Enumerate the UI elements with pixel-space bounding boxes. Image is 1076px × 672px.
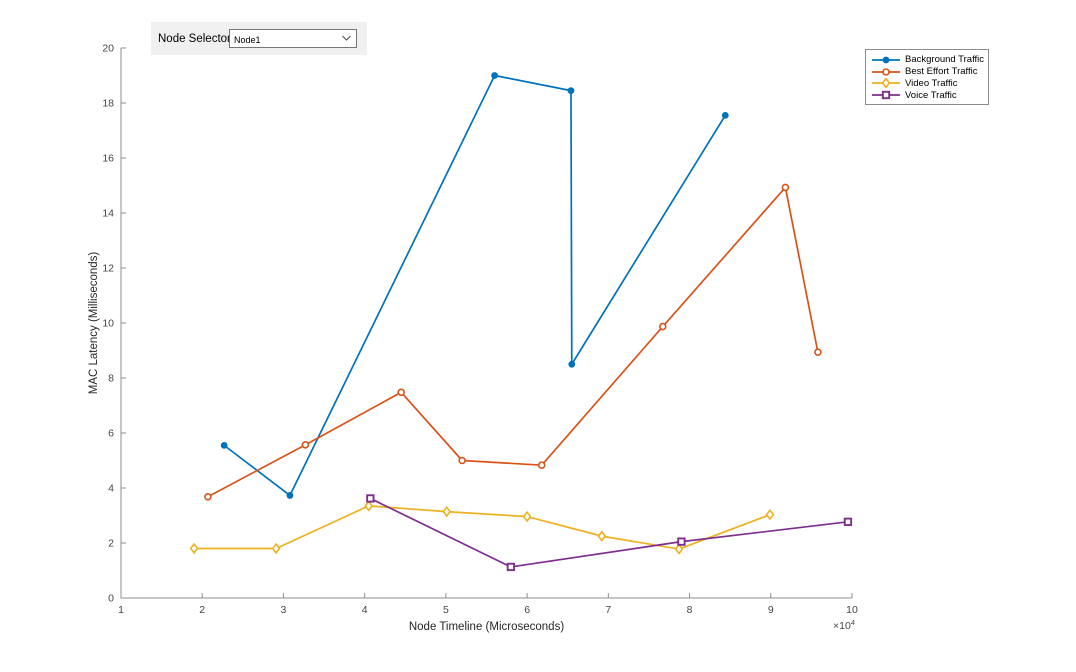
legend-sample-0 [872, 56, 900, 64]
legend-label-1: Best Effort Traffic [905, 66, 978, 78]
y-tick-label: 6 [108, 428, 114, 440]
series-markers-3 [366, 494, 853, 572]
y-tick-label: 2 [108, 538, 114, 550]
y-tick-label: 12 [102, 263, 114, 275]
legend-item-1: Best Effort Traffic [871, 66, 984, 78]
x-tick-label: 7 [605, 604, 611, 616]
y-tick-label: 8 [108, 373, 114, 385]
x-tick-label: 5 [443, 604, 449, 616]
node-selector-value: Node1 [234, 34, 261, 45]
x-tick-label: 9 [768, 604, 774, 616]
series-line-3 [369, 497, 849, 568]
x-tick-label: 4 [362, 604, 368, 616]
legend-label-3: Voice Traffic [905, 89, 957, 101]
x-axis-label: Node Timeline (Microseconds) [409, 621, 564, 633]
series-line-0 [223, 74, 727, 497]
y-tick-label: 18 [102, 98, 114, 110]
legend-sample-2 [872, 78, 900, 89]
y-tick-label: 20 [102, 43, 114, 55]
y-axis-label: MAC Latency (Milliseconds) [88, 252, 100, 395]
y-tick-label: 4 [108, 483, 114, 495]
legend-label-0: Background Traffic [905, 54, 985, 66]
legend: Background Traffic Best Effort Traffic Vid… [865, 49, 989, 105]
series-markers-2 [189, 500, 775, 555]
axes-lines [120, 48, 852, 599]
x-tick-label: 8 [687, 604, 693, 616]
legend-label-2: Video Traffic [905, 77, 958, 89]
legend-sample-1 [872, 67, 900, 76]
legend-item-3: Voice Traffic [871, 89, 984, 101]
y-tick-label: 0 [108, 593, 114, 605]
series-line-1 [207, 186, 819, 498]
chevron-down-icon [341, 35, 352, 42]
legend-item-2: Video Traffic [871, 78, 984, 90]
x-tick-label: 10 [846, 604, 858, 616]
x-tick-label: 1 [118, 604, 124, 616]
y-tick-label: 16 [102, 153, 114, 165]
y-tick-label: 14 [102, 208, 114, 220]
legend-sample-3 [872, 90, 900, 100]
legend-item-0: Background Traffic [871, 54, 984, 66]
node-selector-panel: Node Selector: Node1 [151, 22, 367, 55]
node-selector-dropdown[interactable]: Node1 [229, 29, 357, 48]
x-tick-label: 2 [199, 604, 205, 616]
series-markers-0 [220, 72, 729, 499]
x-axis-exponent: ×104 [833, 618, 855, 632]
series-line-2 [194, 505, 771, 550]
y-tick-label: 10 [102, 318, 114, 330]
series-markers-1 [204, 183, 822, 501]
node-selector-label: Node Selector: [158, 32, 235, 45]
x-tick-label: 6 [524, 604, 530, 616]
x-tick-label: 3 [281, 604, 287, 616]
